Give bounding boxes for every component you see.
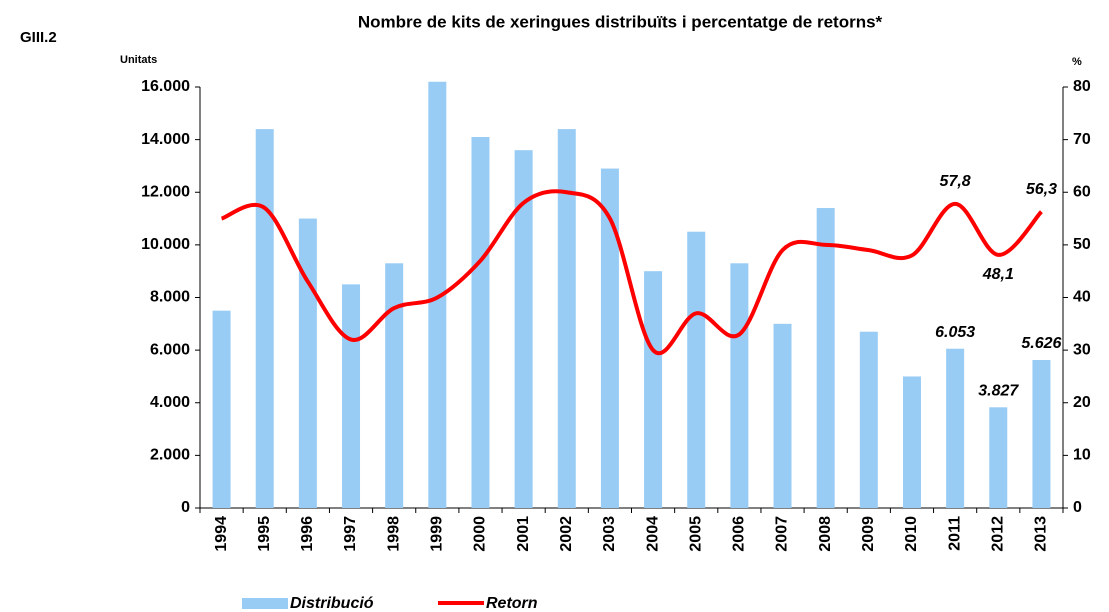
y2-tick-label: 50 <box>1073 236 1091 253</box>
x-tick-label: 1997 <box>342 516 359 552</box>
x-tick-label: 2001 <box>515 516 532 552</box>
y-tick-label: 6.000 <box>150 341 190 358</box>
bar <box>859 331 878 508</box>
x-tick-label: 1994 <box>213 516 230 552</box>
legend-label: Retorn <box>486 595 538 612</box>
y2-tick-label: 0 <box>1073 499 1082 516</box>
x-tick-label: 1998 <box>385 516 402 552</box>
x-tick-label: 2011 <box>946 516 963 551</box>
bar <box>471 136 490 508</box>
data-label: 5.626 <box>1021 335 1061 352</box>
x-tick-label: 2008 <box>817 516 834 552</box>
data-label: 6.053 <box>935 324 975 341</box>
bar <box>298 218 317 508</box>
bar <box>428 81 447 509</box>
y2-tick-label: 70 <box>1073 131 1091 148</box>
y2-tick-label: 30 <box>1073 341 1091 358</box>
bar <box>1032 359 1051 508</box>
y-tick-label: 2.000 <box>150 447 190 464</box>
x-tick-label: 2012 <box>989 516 1006 552</box>
x-tick-label: 2003 <box>601 516 618 552</box>
y2-axis-label: % <box>1072 56 1082 68</box>
data-label: 3.827 <box>978 383 1019 400</box>
x-tick-label: 2004 <box>644 516 661 552</box>
bar <box>212 310 231 508</box>
y2-tick-label: 80 <box>1073 78 1091 95</box>
data-label: 57,8 <box>940 173 971 190</box>
y-tick-label: 12.000 <box>141 183 190 200</box>
bar <box>946 348 965 508</box>
y-tick-label: 8.000 <box>150 289 190 306</box>
x-tick-label: 2006 <box>731 516 748 552</box>
y-tick-label: 0 <box>181 499 190 516</box>
data-label: 56,3 <box>1026 181 1057 198</box>
y2-tick-label: 60 <box>1073 183 1091 200</box>
line <box>220 189 1043 356</box>
figure-label: GIII.2 <box>20 29 57 46</box>
x-tick-label: 1995 <box>256 516 273 552</box>
bar <box>385 263 404 508</box>
x-tick-label: 2005 <box>687 516 704 552</box>
y2-tick-label: 20 <box>1073 394 1091 411</box>
bar <box>342 284 361 508</box>
bar <box>255 129 274 508</box>
x-tick-label: 2009 <box>860 516 877 552</box>
y-tick-label: 10.000 <box>141 236 190 253</box>
x-tick-label: 1999 <box>429 516 446 552</box>
y-axis-label: Unitats <box>120 54 157 66</box>
x-tick-label: 1996 <box>299 516 316 552</box>
bar <box>989 407 1008 508</box>
bar <box>773 323 792 508</box>
bar <box>600 168 619 508</box>
data-label: 48,1 <box>982 266 1014 283</box>
bar <box>902 376 921 508</box>
y2-tick-label: 40 <box>1073 289 1091 306</box>
bar <box>557 129 576 508</box>
x-tick-label: 2000 <box>472 516 489 552</box>
x-tick-label: 2002 <box>558 516 575 552</box>
x-tick-label: 2007 <box>774 516 791 552</box>
y-tick-label: 16.000 <box>141 78 190 95</box>
x-tick-label: 2010 <box>903 516 920 552</box>
y-tick-label: 14.000 <box>141 131 190 148</box>
y2-tick-label: 10 <box>1073 447 1091 464</box>
bar <box>644 271 663 508</box>
chart-title: Nombre de kits de xeringues distribuïts … <box>358 12 883 31</box>
bar <box>514 150 533 508</box>
bar <box>687 231 706 508</box>
y-tick-label: 4.000 <box>150 394 190 411</box>
legend-swatch <box>242 598 288 609</box>
x-tick-label: 2013 <box>1033 516 1050 552</box>
legend-label: Distribució <box>290 595 374 612</box>
bar <box>730 263 749 508</box>
bar <box>816 208 835 508</box>
